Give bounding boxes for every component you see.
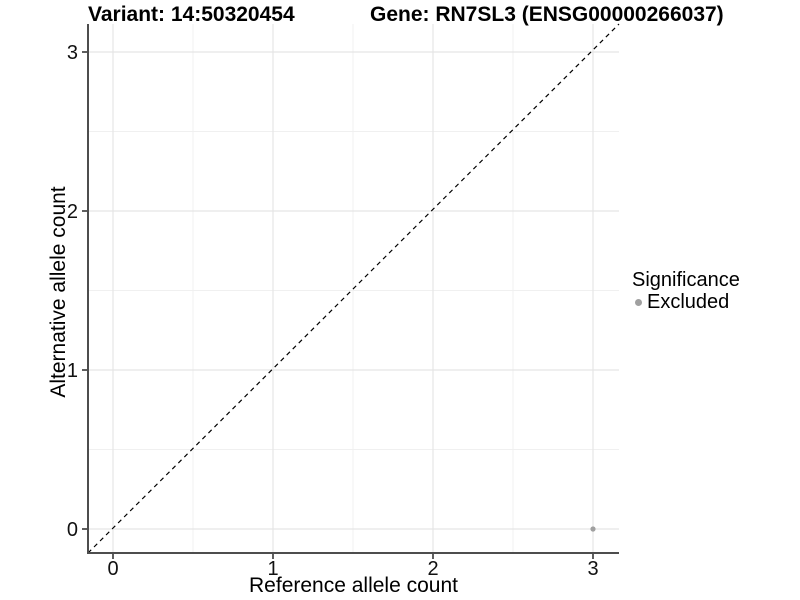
- identity-dashed-line: [87, 23, 620, 554]
- x-tick-label: 1: [267, 558, 278, 580]
- y-tick-label: 2: [67, 201, 78, 223]
- y-tick-label: 1: [67, 360, 78, 382]
- legend-item-excluded: Excluded: [632, 291, 740, 313]
- y-tick-label: 0: [67, 519, 78, 541]
- plot-title-variant: Variant: 14:50320454: [88, 3, 295, 26]
- legend: Significance Excluded: [632, 269, 740, 313]
- legend-title: Significance: [632, 269, 740, 291]
- y-axis-title: Alternative allele count: [47, 186, 70, 398]
- x-tick-label: 3: [587, 558, 598, 580]
- legend-item-label: Excluded: [647, 290, 730, 313]
- legend-point-icon: [635, 298, 642, 306]
- x-tick-label: 0: [107, 558, 118, 580]
- y-tick-label: 3: [67, 42, 78, 64]
- plot-title-gene: Gene: RN7SL3 (ENSG00000266037): [370, 3, 724, 26]
- data-point: [590, 526, 596, 532]
- x-axis-title: Reference allele count: [249, 574, 458, 597]
- x-tick-label: 2: [427, 558, 438, 580]
